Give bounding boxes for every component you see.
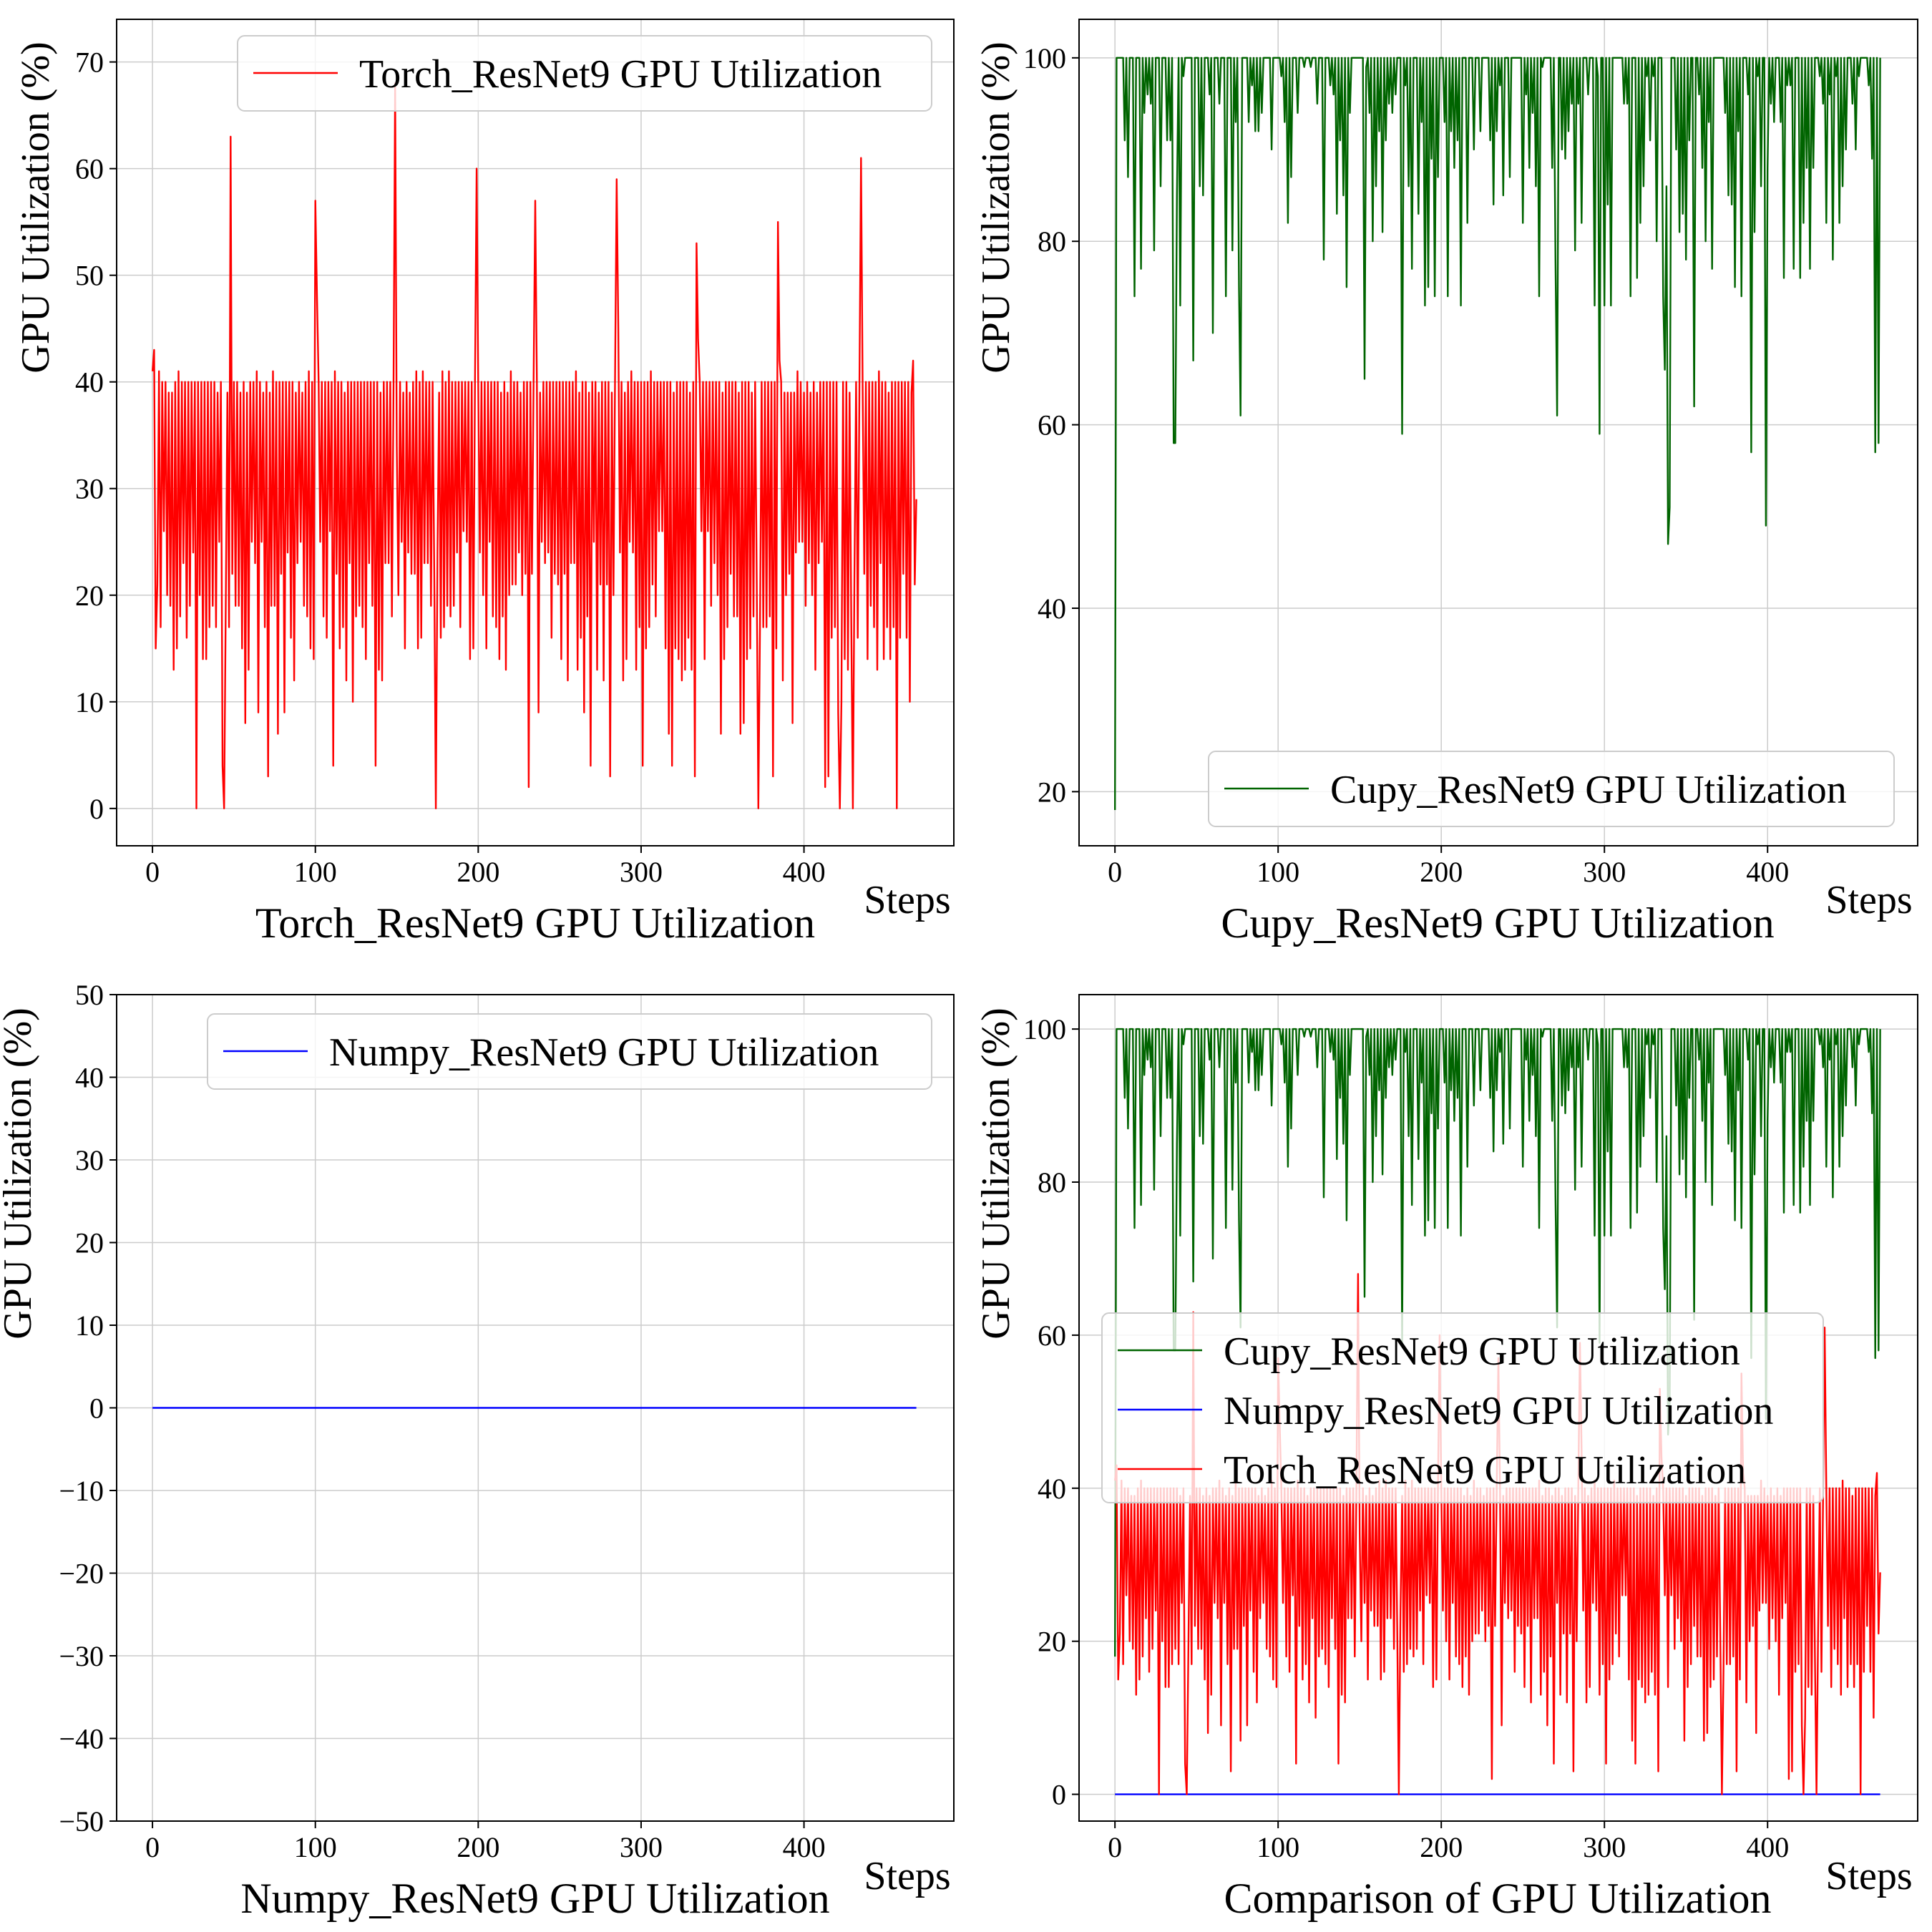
x-axis-label: Steps [864, 878, 950, 922]
y-axis-label: GPU Utilization (%) [14, 42, 58, 373]
x-axis-label: Steps [864, 1854, 950, 1898]
x-tick-label: 0 [145, 1831, 160, 1863]
y-tick-label: −10 [59, 1475, 104, 1507]
y-tick-label: 0 [89, 1392, 104, 1425]
legend-label: Numpy_ResNet9 GPU Utilization [329, 1030, 879, 1075]
y-tick-label: −50 [59, 1805, 104, 1838]
y-tick-label: −40 [59, 1723, 104, 1755]
x-tick-labels: 0 100 200 300 400 [1108, 846, 1789, 888]
series-line-cupy [1113, 57, 1881, 811]
y-tick-label: 40 [75, 366, 104, 399]
series-line-torch [151, 82, 917, 810]
panel-title: Numpy_ResNet9 GPU Utilization [240, 1875, 829, 1922]
x-tick-label: 100 [1257, 1831, 1299, 1863]
y-tick-label: 50 [75, 979, 104, 1011]
legend-box [1101, 1312, 1824, 1503]
y-tick-labels: −50 −40 −30 −20 −10 0 10 20 30 40 50 [59, 979, 117, 1838]
y-axis-label: GPU Utilization (%) [0, 1008, 40, 1339]
x-axis-label: Steps [1825, 878, 1912, 922]
legend-box [1208, 751, 1895, 827]
plot-frame [116, 19, 955, 847]
legend-label: Cupy_ResNet9 GPU Utilization [1224, 1330, 1740, 1374]
legend-label: Numpy_ResNet9 GPU Utilization [1224, 1389, 1773, 1433]
panel-comparison: 0 100 200 300 400 0 20 40 60 80 100 GPU Utilizati… [974, 994, 1918, 1922]
y-tick-label: 80 [1038, 1166, 1066, 1199]
y-tick-label: 40 [1038, 592, 1066, 625]
legend-label: Torch_ResNet9 GPU Utilization [359, 52, 882, 97]
y-tick-label: 30 [75, 473, 104, 505]
x-tick-label: 200 [457, 856, 499, 888]
x-tick-label: 200 [1420, 1831, 1463, 1863]
x-tick-label: 0 [1108, 856, 1122, 888]
y-tick-label: 60 [1038, 409, 1066, 441]
y-tick-labels: 0 20 40 60 80 100 [1023, 1013, 1079, 1811]
legend: Torch_ResNet9 GPU Utilization [237, 35, 932, 112]
y-tick-label: 0 [1052, 1779, 1066, 1811]
y-tick-label: 10 [75, 686, 104, 718]
x-tick-label: 300 [1583, 856, 1626, 888]
y-tick-label: 60 [1038, 1319, 1066, 1352]
y-tick-label: −30 [59, 1640, 104, 1672]
y-tick-label: 20 [75, 1227, 104, 1259]
y-tick-label: 60 [75, 153, 104, 185]
y-axis-label: GPU Utilization (%) [974, 42, 1018, 373]
panel-numpy: 0 100 200 300 400 −50 −40 −30 −20 −10 0 10 20 30 40 50… [0, 979, 955, 1922]
legend-label: Cupy_ResNet9 GPU Utilization [1330, 768, 1847, 812]
x-tick-label: 200 [457, 1831, 499, 1863]
legend: Cupy_ResNet9 GPU Utilization [1208, 751, 1895, 827]
x-tick-label: 400 [783, 1831, 826, 1863]
y-axis-label: GPU Utilization (%) [974, 1008, 1018, 1339]
y-tick-labels: 20 40 60 80 100 [1023, 42, 1079, 808]
plot-frame [1078, 19, 1918, 847]
legend-box [237, 35, 932, 112]
panel-title: Cupy_ResNet9 GPU Utilization [1221, 899, 1774, 947]
y-tick-label: 40 [1038, 1473, 1066, 1505]
x-tick-label: 100 [294, 1831, 337, 1863]
y-tick-labels: 0 10 20 30 40 50 60 70 [75, 47, 117, 825]
legend: Numpy_ResNet9 GPU Utilization [207, 1013, 932, 1090]
series-lines [151, 82, 917, 810]
y-tick-label: 40 [75, 1062, 104, 1094]
plot-frame [1078, 994, 1918, 1822]
x-axis-label: Steps [1825, 1854, 1912, 1898]
x-tick-label: 300 [1583, 1831, 1626, 1863]
series-lines [1113, 57, 1881, 811]
x-tick-label: 300 [620, 856, 663, 888]
x-tick-label: 400 [783, 856, 826, 888]
x-tick-label: 400 [1746, 1831, 1789, 1863]
y-tick-label: 20 [1038, 776, 1066, 808]
x-tick-label: 300 [620, 1831, 663, 1863]
x-tick-label: 0 [145, 856, 160, 888]
y-tick-label: 100 [1023, 1013, 1066, 1045]
panel-title: Comparison of GPU Utilization [1224, 1875, 1772, 1922]
x-tick-labels: 0 100 200 300 400 [145, 1821, 826, 1863]
legend-label: Torch_ResNet9 GPU Utilization [1224, 1448, 1746, 1493]
panel-cupy: 0 100 200 300 400 20 40 60 80 100 GPU Utilizatio… [974, 19, 1918, 947]
y-tick-label: 0 [89, 793, 104, 825]
y-tick-label: 80 [1038, 225, 1066, 258]
x-tick-labels: 0 100 200 300 400 [1108, 1821, 1789, 1863]
y-tick-label: −20 [59, 1558, 104, 1590]
y-tick-label: 30 [75, 1144, 104, 1176]
legend-box [207, 1013, 932, 1090]
x-tick-label: 100 [294, 856, 337, 888]
y-tick-label: 20 [1038, 1626, 1066, 1658]
y-tick-label: 20 [75, 580, 104, 612]
y-tick-label: 50 [75, 260, 104, 292]
y-tick-label: 10 [75, 1309, 104, 1342]
legend: Cupy_ResNet9 GPU Utilization Numpy_ResNet… [1101, 1312, 1824, 1503]
x-tick-label: 200 [1420, 856, 1463, 888]
y-tick-label: 70 [75, 47, 104, 79]
x-tick-labels: 0 100 200 300 400 [145, 846, 826, 888]
series-line-cupy [1113, 1028, 1881, 1657]
x-tick-label: 100 [1257, 856, 1299, 888]
x-tick-label: 0 [1108, 1831, 1122, 1863]
panel-title: Torch_ResNet9 GPU Utilization [255, 899, 815, 947]
y-tick-label: 100 [1023, 42, 1066, 74]
panel-torch: 0 100 200 300 400 0 10 20 30 40 50 60 70 GPU Utiliz… [14, 19, 955, 947]
x-tick-label: 400 [1746, 856, 1789, 888]
